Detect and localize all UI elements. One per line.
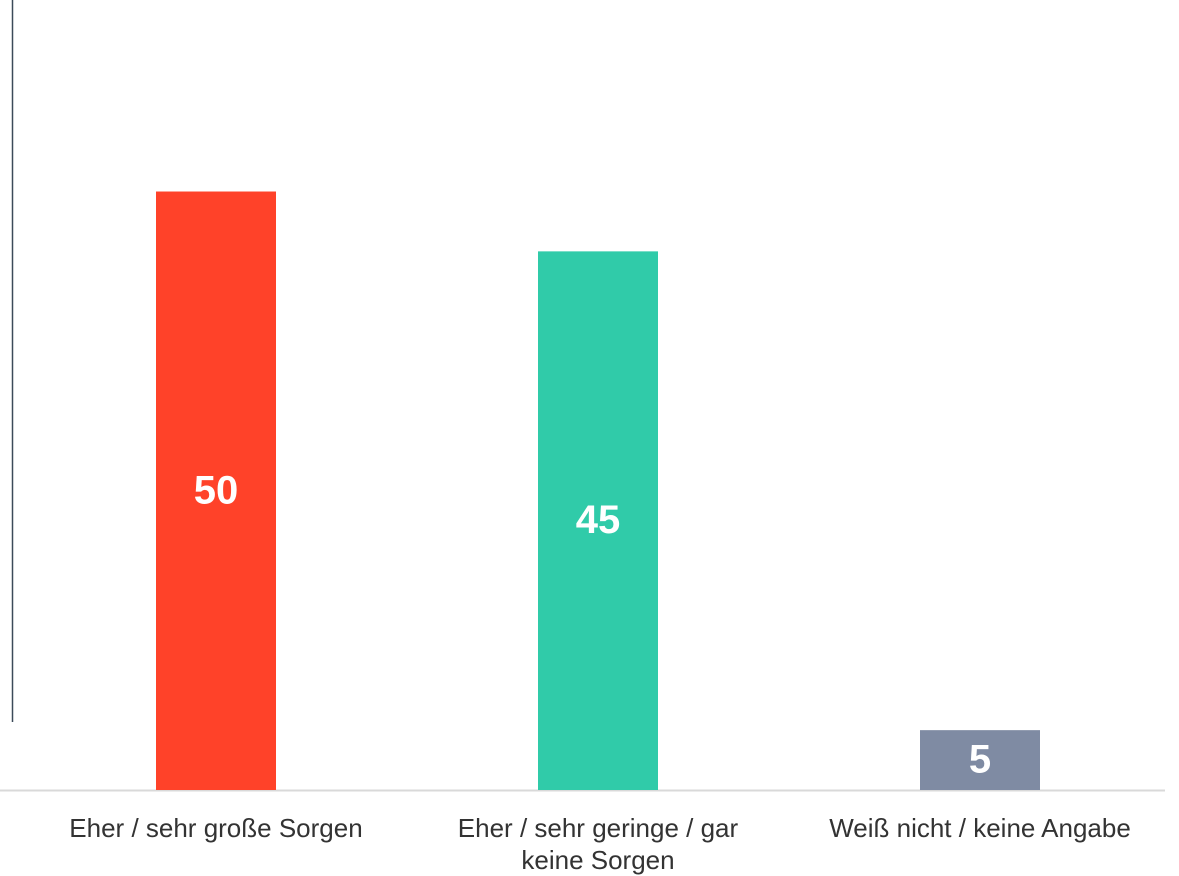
x-tick-label: Eher / sehr geringe / gar keine Sorgen (457, 813, 739, 875)
bar-value-label: 5 (969, 738, 991, 782)
x-tick-label: Eher / sehr große Sorgen (69, 813, 363, 843)
x-tick-label: Weiß nicht / keine Angabe (829, 813, 1131, 843)
bar (156, 191, 276, 791)
bar (538, 251, 658, 790)
bar (920, 730, 1040, 790)
bar-value-label: 45 (576, 498, 621, 542)
bar-value-label: 50 (194, 468, 239, 512)
